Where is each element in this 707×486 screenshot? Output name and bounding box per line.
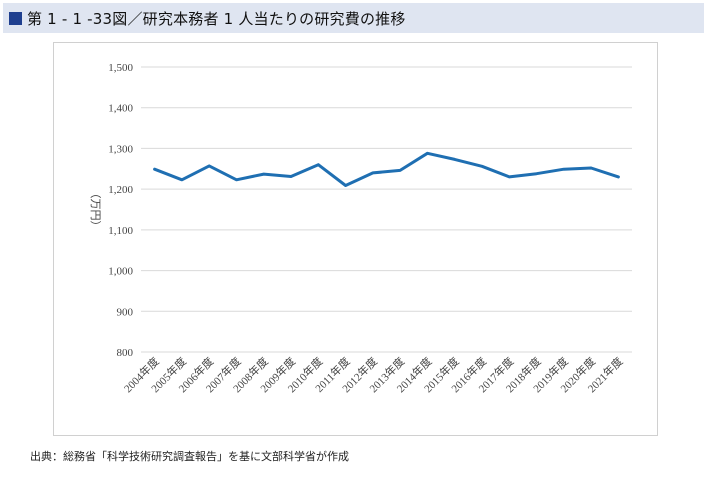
data-point — [344, 184, 347, 187]
y-axis-label: （万円） — [89, 188, 102, 232]
data-point — [289, 175, 293, 178]
data-point — [153, 167, 156, 171]
data-point — [535, 172, 538, 175]
y-tick-label: 900 — [117, 306, 134, 318]
series-line — [153, 151, 620, 187]
data-point — [235, 178, 238, 181]
data-point — [508, 175, 511, 179]
y-tick-label: 1,100 — [108, 225, 133, 237]
data-point — [480, 165, 484, 168]
y-tick-label: 1,400 — [108, 103, 133, 115]
data-point — [207, 164, 211, 168]
data-point — [262, 172, 265, 176]
data-point — [398, 169, 402, 172]
source-note: 出典：総務省「科学技術研究調査報告」を基に文部科学省が作成 — [30, 450, 349, 463]
data-point — [562, 167, 566, 171]
chart-frame: 800 900 1,000 1,100 1,200 1,300 1,400 1,500 （万円）… — [53, 42, 658, 436]
title-square-marker — [9, 11, 22, 25]
figure-title: 第 1 - 1 -33図／研究本務者 1 人当たりの研究費の推移 — [27, 9, 406, 28]
y-tick-label: 1,500 — [108, 62, 133, 74]
data-point — [371, 171, 375, 175]
data-point — [426, 152, 429, 155]
line-chart: 800 900 1,000 1,100 1,200 1,300 1,400 1,500 （万円）… — [89, 62, 632, 395]
data-point — [180, 178, 184, 181]
y-tick-label: 1,200 — [108, 184, 133, 196]
data-point — [617, 175, 620, 179]
data-point — [317, 163, 320, 166]
y-tick-label: 800 — [117, 347, 134, 359]
y-tick-label: 1,000 — [108, 266, 133, 278]
figure-title-bar: 第 1 - 1 -33図／研究本務者 1 人当たりの研究費の推移 — [3, 3, 704, 33]
y-tick-label: 1,300 — [108, 143, 133, 155]
data-point — [453, 158, 456, 161]
data-point — [589, 166, 593, 170]
